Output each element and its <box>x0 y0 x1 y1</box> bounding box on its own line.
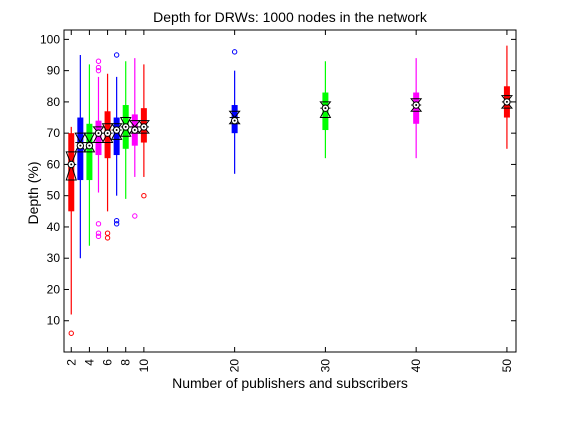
x-tick-label: 30 <box>318 359 332 373</box>
notch-upper <box>137 120 150 128</box>
y-tick-label: 30 <box>47 251 61 265</box>
x-tick-label: 20 <box>228 359 242 373</box>
outlier-point <box>95 67 102 74</box>
chart-title: Depth for DRWs: 1000 nodes in the networ… <box>153 9 428 25</box>
x-tick-label: 2 <box>64 359 78 366</box>
notch-lower <box>500 101 513 109</box>
box-group <box>119 61 132 199</box>
x-tick-label: 6 <box>101 359 115 366</box>
y-axis-label: Depth (%) <box>25 161 41 224</box>
outlier-point <box>95 230 102 236</box>
notch-lower <box>137 126 150 134</box>
notch-lower <box>119 125 132 137</box>
mean-dot <box>142 125 145 128</box>
box-group <box>319 61 332 159</box>
outlier-point <box>95 221 102 227</box>
outlier-point <box>141 192 147 199</box>
box-group <box>410 58 423 159</box>
box-group <box>92 58 105 240</box>
plot-frame <box>63 29 517 353</box>
box-group <box>83 64 96 246</box>
x-tick-label: 8 <box>119 359 133 366</box>
outlier-point <box>132 213 138 219</box>
mean-dot <box>415 104 418 107</box>
notch-upper <box>500 95 513 103</box>
x-axis-label: Number of publishers and subscribers <box>172 375 408 391</box>
notch-upper <box>319 101 332 109</box>
y-tick-label: 100 <box>40 32 60 46</box>
box-group <box>74 55 87 259</box>
y-tick-label: 20 <box>47 282 61 296</box>
box-group <box>101 73 114 241</box>
box-group <box>137 64 150 199</box>
box-group <box>228 49 241 174</box>
x-tick-label: 40 <box>409 359 423 373</box>
notch-lower <box>101 132 114 144</box>
y-tick-label: 80 <box>47 95 61 109</box>
notch-lower <box>319 107 332 119</box>
box-group <box>128 58 141 219</box>
outlier-point <box>95 58 102 64</box>
notch-lower <box>410 104 423 112</box>
notch-upper <box>410 98 423 106</box>
notch-upper <box>74 132 87 144</box>
mean-dot <box>106 132 109 135</box>
outlier-point <box>113 217 120 224</box>
notch-lower <box>65 162 77 181</box>
box-group <box>65 126 77 336</box>
mean-dot <box>88 144 91 147</box>
box <box>113 117 120 156</box>
mean-dot <box>124 125 127 128</box>
y-tick-label: 90 <box>47 64 61 78</box>
y-tick-label: 10 <box>47 314 61 328</box>
notch-upper <box>83 132 96 144</box>
outlier-point <box>68 330 74 336</box>
notch-upper <box>128 120 141 128</box>
box-group <box>110 52 123 227</box>
box-group <box>500 45 513 149</box>
plot-area: 10 20 30 40 50 60 70 80 90 100 2 4 6 8 10 20 30 40 50 <box>40 29 517 373</box>
y-tick-label: 50 <box>47 189 61 203</box>
notch-upper <box>65 151 77 166</box>
mean-dot <box>233 119 236 122</box>
y-tick-label: 60 <box>47 157 61 171</box>
mean-dot <box>70 163 73 166</box>
box <box>68 133 75 212</box>
mean-dot <box>133 129 136 132</box>
y-tick-label: 40 <box>47 220 61 234</box>
x-tick-label: 50 <box>500 359 514 373</box>
notch-upper <box>119 117 132 128</box>
outlier-point <box>95 233 102 240</box>
notch-upper <box>110 123 123 131</box>
mean-dot <box>115 129 118 132</box>
notch-upper <box>92 126 105 134</box>
outlier-point <box>104 235 111 241</box>
box <box>95 120 102 156</box>
outlier-point <box>113 52 120 58</box>
y-tick-label: 70 <box>47 126 61 140</box>
mean-dot <box>79 144 82 147</box>
outlier-point <box>104 230 111 236</box>
notch-upper <box>101 123 114 135</box>
outlier-point <box>231 49 238 55</box>
mean-dot <box>324 107 327 110</box>
notch-lower <box>110 128 123 140</box>
x-tick-label: 4 <box>82 359 96 366</box>
outlier-point <box>95 64 102 71</box>
outlier-point <box>113 221 120 227</box>
notch-upper <box>228 110 241 119</box>
x-tick-label: 10 <box>137 359 151 373</box>
mean-dot <box>97 132 100 135</box>
mean-dot <box>505 100 508 103</box>
notch-lower <box>92 132 105 144</box>
